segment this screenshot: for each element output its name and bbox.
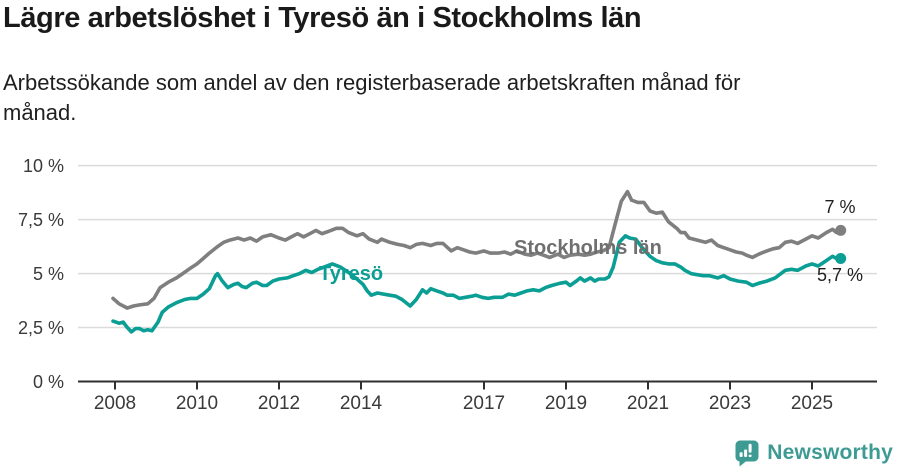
newsworthy-logo-icon <box>735 440 759 466</box>
y-tick-label-0 %: 0 % <box>32 371 64 392</box>
page-subtitle: Arbetssökande som andel av den registerb… <box>3 70 741 125</box>
y-tick-label-5 %: 5 % <box>32 263 64 284</box>
y-tick-label-10 %: 10 % <box>22 155 64 176</box>
x-tick-label-2014: 2014 <box>339 393 383 414</box>
end-value-label-tyreso: 5,7 % <box>816 265 864 285</box>
y-tick-label-2,5 %: 2,5 % <box>17 317 64 338</box>
x-tick-label-2017: 2017 <box>462 393 506 414</box>
x-tick-label-2019: 2019 <box>544 393 588 414</box>
series-line-tyres- <box>111 234 843 334</box>
series-line-stockholms-l-n <box>111 189 843 310</box>
x-tick-label-2023: 2023 <box>708 393 752 414</box>
x-tick-label-2008: 2008 <box>93 393 137 414</box>
end-dot-tyres- <box>835 253 847 264</box>
x-tick-label-2025: 2025 <box>790 393 834 414</box>
unemployment-line-chart: 0 % 2,5 % 5 % 7,5 % 10 % 2008 2010 2012 2014 201… <box>0 150 900 435</box>
x-tick-label-2012: 2012 <box>257 393 301 414</box>
x-tick-label-2021: 2021 <box>626 393 670 414</box>
brand-name: Newsworthy <box>767 441 893 464</box>
chart-canvas <box>78 164 877 390</box>
y-tick-label-7,5 %: 7,5 % <box>17 209 64 230</box>
series-label-tyreso: Tyresö <box>319 263 384 285</box>
end-dot-stockholms-l-n <box>835 224 847 236</box>
end-value-label-stockholms-lan: 7 % <box>824 197 856 217</box>
newsworthy-brand-link[interactable]: Newsworthy <box>735 438 893 468</box>
page-title: Lägre arbetslöshet i Tyresö än i Stockho… <box>3 2 642 34</box>
series-label-stockholms-lan: Stockholms län <box>514 237 662 259</box>
x-tick-label-2010: 2010 <box>175 393 219 414</box>
